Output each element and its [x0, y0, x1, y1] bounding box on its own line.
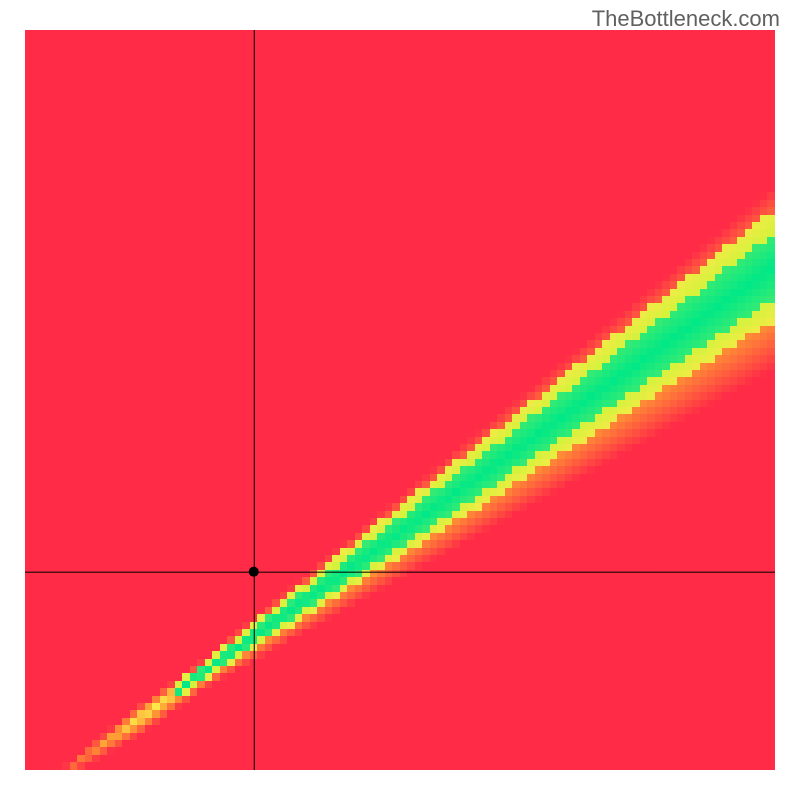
heatmap-canvas	[25, 30, 775, 770]
bottleneck-heatmap	[25, 30, 775, 770]
watermark-text: TheBottleneck.com	[592, 6, 780, 32]
